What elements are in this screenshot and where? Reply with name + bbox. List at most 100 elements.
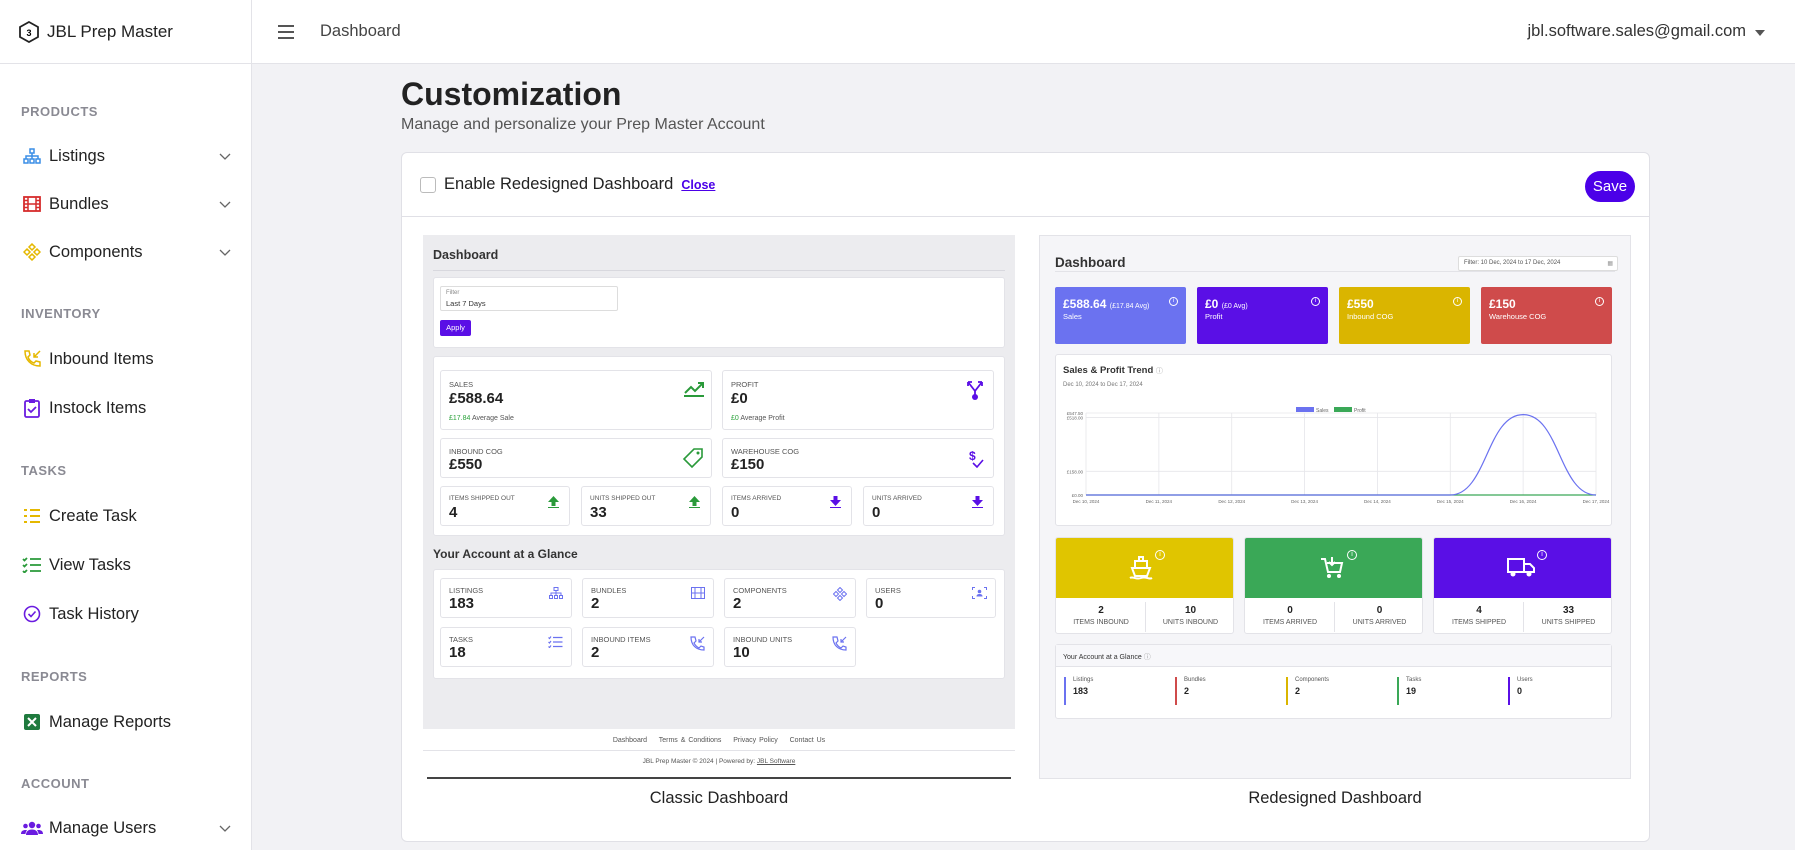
- sidebar-item-inbound-items[interactable]: Inbound Items: [21, 344, 231, 374]
- info-icon[interactable]: ⓘ: [1143, 654, 1151, 661]
- redesigned-dashboard-preview[interactable]: Dashboard Filter: 10 Dec, 2024 to 17 Dec…: [1039, 235, 1631, 779]
- sidebar-item-create-task[interactable]: Create Task: [21, 501, 231, 531]
- bundles-value: 2: [591, 595, 600, 612]
- units-arrived-label: UNITS ARRIVED: [1352, 619, 1407, 626]
- upload-icon: [689, 496, 700, 508]
- app-name: JBL Prep Master: [47, 21, 173, 41]
- components-card: COMPONENTS 2: [724, 578, 856, 618]
- hexagon-logo-icon: 3: [19, 20, 39, 43]
- x-tick-label: Dec 12, 2024: [1218, 499, 1245, 504]
- inbound-cog-value-row: £550: [1347, 297, 1374, 311]
- divider: [1145, 602, 1146, 632]
- info-icon[interactable]: i: [1453, 297, 1462, 306]
- enable-redesign-checkbox[interactable]: [420, 176, 436, 193]
- sidebar-item-view-tasks[interactable]: View Tasks: [21, 550, 231, 580]
- legend-label: Profit: [1354, 408, 1366, 414]
- hamburger-menu-icon[interactable]: [278, 24, 294, 39]
- phone-incoming-icon: [21, 348, 43, 370]
- chevron-down-icon: [219, 147, 231, 166]
- sidebar-item-bundles[interactable]: Bundles: [21, 189, 231, 219]
- sidebar-item-components[interactable]: Components: [21, 237, 231, 267]
- topbar: Dashboard jbl.software.sales@gmail.com: [252, 0, 1795, 64]
- info-icon[interactable]: i: [1155, 550, 1165, 560]
- phone-incoming-icon: [832, 636, 847, 651]
- footer-link[interactable]: Dashboard: [612, 737, 648, 744]
- save-button[interactable]: Save: [1585, 171, 1635, 202]
- info-icon[interactable]: i: [1169, 297, 1178, 306]
- classic-footer: Dashboard Terms & Conditions Privacy Pol…: [423, 729, 1015, 779]
- sales-avg: (£17.84 Avg): [1109, 303, 1150, 310]
- items-shipped-card: ITEMS SHIPPED OUT 4: [440, 486, 570, 526]
- close-link[interactable]: Close: [681, 177, 716, 192]
- glance-item-label: Users: [1517, 677, 1533, 683]
- sidebar-item-instock-items[interactable]: Instock Items: [21, 393, 231, 423]
- info-icon[interactable]: ⓘ: [1155, 368, 1163, 375]
- glance-header: Your Account at a Glance ⓘ: [1056, 645, 1611, 667]
- breadcrumb[interactable]: Dashboard: [320, 22, 401, 40]
- sales-sub: £17.84 Average Sale: [449, 415, 514, 422]
- glance-item-value: 0: [1517, 686, 1523, 696]
- profit-value: £0: [731, 390, 748, 407]
- dollar-check-icon: $: [969, 449, 984, 468]
- brand[interactable]: 3 JBL Prep Master: [0, 0, 251, 64]
- x-tick-label: Dec 17, 2024: [1583, 499, 1610, 504]
- profit-label: Profit: [1205, 312, 1223, 321]
- footer-link[interactable]: Privacy Policy: [733, 737, 778, 744]
- components-label: COMPONENTS: [733, 586, 787, 595]
- sidebar-item-manage-users[interactable]: Manage Users: [21, 813, 231, 843]
- sales-label: Sales: [1063, 312, 1082, 321]
- units-shipped-value: 33: [1562, 605, 1575, 616]
- history-icon: [21, 603, 43, 625]
- enable-redesign-label[interactable]: Enable Redesigned Dashboard: [444, 175, 674, 193]
- tasks-value: 18: [449, 644, 466, 661]
- divider: [423, 750, 1015, 751]
- y-tick-label: £547.50: [1067, 411, 1084, 416]
- footer-brand-link[interactable]: JBL Software: [756, 758, 796, 765]
- sidebar: 3 JBL Prep Master PRODUCTS Listings Bund…: [0, 0, 252, 850]
- date-filter[interactable]: Filter: 10 Dec, 2024 to 17 Dec, 2024 ▦: [1458, 256, 1618, 271]
- listings-card: LISTINGS 183: [440, 578, 572, 618]
- inbound-items-card: INBOUND ITEMS 2: [582, 627, 714, 667]
- legend-swatch: [1334, 407, 1352, 412]
- glance-item-label: Listings: [1073, 677, 1094, 683]
- section-products: PRODUCTS: [21, 104, 98, 119]
- copyright-text: JBL Prep Master © 2024 | Powered by:: [642, 758, 756, 765]
- truck-icon: [1507, 558, 1535, 577]
- profit-sub-value: £0: [731, 415, 739, 422]
- section-reports: REPORTS: [21, 669, 88, 684]
- warehouse-cog-label: WAREHOUSE COG: [731, 447, 800, 456]
- series-line-sales: [1086, 414, 1597, 496]
- sidebar-item-listings[interactable]: Listings: [21, 141, 231, 171]
- info-icon[interactable]: i: [1347, 550, 1357, 560]
- trend-chart-panel: Sales & Profit Trend ⓘ Dec 10, 2024 to D…: [1055, 354, 1612, 526]
- users-card: USERS 0: [866, 578, 996, 618]
- sidebar-item-label: Listings: [49, 146, 105, 165]
- checklist-icon: [21, 554, 43, 576]
- diamonds-icon: [833, 587, 847, 601]
- info-icon[interactable]: i: [1311, 297, 1320, 306]
- glance-item-value: 2: [1184, 686, 1190, 696]
- glance-item-value: 183: [1073, 686, 1089, 696]
- info-icon[interactable]: i: [1537, 550, 1547, 560]
- users-icon: [21, 817, 43, 839]
- warehouse-cog-card: WAREHOUSE COG £150 $: [722, 438, 994, 478]
- items-shipped-value: 4: [1476, 605, 1482, 616]
- sidebar-item-manage-reports[interactable]: Manage Reports: [21, 707, 231, 737]
- items-arrived-value: 0: [731, 504, 740, 521]
- warehouse-cog-value-row: £150: [1489, 297, 1516, 311]
- sidebar-item-label: Components: [49, 242, 143, 261]
- sidebar-item-label: Manage Users: [49, 818, 157, 837]
- info-icon[interactable]: i: [1595, 297, 1604, 306]
- divider: [1055, 271, 1615, 272]
- sitemap-icon: [549, 587, 563, 599]
- apply-button[interactable]: Apply: [440, 320, 471, 336]
- chart-range: Dec 10, 2024 to Dec 17, 2024: [1063, 382, 1143, 388]
- classic-dashboard-preview[interactable]: Dashboard Filter Last 7 Days Apply SALES…: [423, 235, 1015, 779]
- sidebar-item-label: Task History: [49, 604, 139, 623]
- footer-link[interactable]: Terms & Conditions: [658, 737, 722, 744]
- user-menu[interactable]: jbl.software.sales@gmail.com: [1528, 22, 1765, 41]
- footer-link[interactable]: Contact Us: [789, 737, 826, 744]
- glance-item: Users 0: [1508, 677, 1533, 705]
- sidebar-item-task-history[interactable]: Task History: [21, 599, 231, 629]
- filter-select[interactable]: Filter Last 7 Days: [440, 286, 618, 311]
